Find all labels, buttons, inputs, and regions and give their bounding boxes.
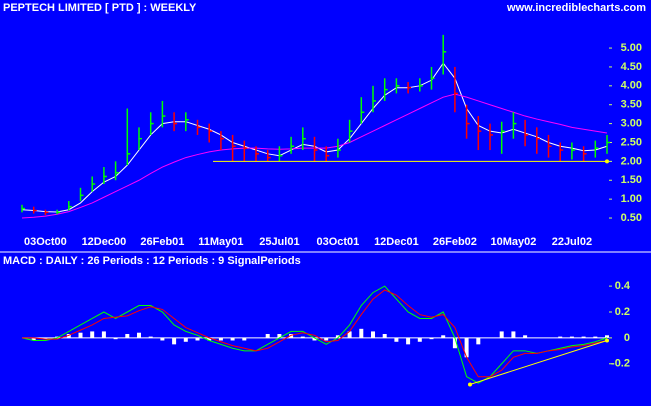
histogram-bar [242, 337, 247, 341]
histogram-bar [289, 334, 294, 338]
y-tick-label: 2.50 [621, 136, 642, 148]
histogram-bar [382, 334, 387, 338]
histogram-bar [66, 334, 71, 338]
y-tick-label: 0 [624, 332, 630, 344]
histogram-bar [394, 337, 399, 342]
histogram-bar [324, 337, 329, 341]
histogram-bar [464, 337, 469, 358]
trendline [469, 339, 608, 385]
histogram-bar [499, 331, 504, 338]
histogram-bar [476, 337, 481, 345]
y-tick-label: 5.00 [621, 42, 642, 54]
x-tick-label: 25Jul01 [259, 236, 299, 248]
x-tick-label: 22Jul02 [552, 236, 592, 248]
histogram-bar [43, 337, 48, 340]
macd-title: MACD : DAILY : 26 Periods : 12 Periods :… [3, 255, 301, 267]
x-tick-label: 26Feb01 [140, 236, 184, 248]
y-tick-label: 0.4 [615, 280, 631, 292]
trendline-end [605, 338, 609, 343]
histogram-bar [195, 337, 200, 341]
x-tick-label: 12Dec00 [82, 236, 127, 248]
histogram-bar [265, 334, 270, 338]
histogram-bar [581, 336, 586, 338]
source: www.incrediblecharts.com [506, 2, 646, 14]
histogram-bar [312, 337, 317, 341]
histogram-bar [172, 337, 177, 345]
histogram-bar [160, 337, 165, 341]
histogram-bar [371, 331, 375, 338]
histogram-bar [125, 334, 130, 338]
histogram-bar [78, 332, 83, 338]
x-tick-label: 12Dec01 [374, 236, 419, 248]
x-tick-label: 26Feb02 [433, 236, 477, 248]
histogram-bar [277, 334, 282, 338]
support-end [605, 159, 609, 164]
trendline-end [468, 382, 472, 387]
line-series [22, 289, 608, 378]
histogram-bar [335, 335, 340, 338]
histogram-bar [441, 335, 446, 338]
histogram-bar [90, 331, 95, 338]
histogram-bar [31, 337, 36, 341]
histogram-bar [101, 331, 106, 338]
histogram-bar [113, 337, 118, 340]
y-tick-label: 4.00 [621, 80, 642, 92]
histogram-bar [511, 331, 516, 338]
x-tick-label: 10May02 [490, 236, 536, 248]
y-tick-label: 1.50 [621, 174, 642, 186]
histogram-bar [569, 336, 574, 338]
histogram-bar [300, 336, 305, 338]
histogram-bar [429, 337, 434, 340]
histogram-bar [230, 337, 235, 341]
histogram-bar [406, 337, 411, 345]
histogram-bar [593, 336, 598, 338]
chart-title: PEPTECH LIMITED [ PTD ] : WEEKLY [3, 2, 197, 14]
histogram-bar [218, 337, 223, 341]
x-tick-label: 11May01 [198, 236, 243, 248]
x-tick-label: 03Oct00 [24, 236, 67, 248]
histogram-bar [183, 337, 188, 342]
y-tick-label: 3.50 [621, 99, 642, 111]
histogram-bar [558, 336, 563, 338]
y-tick-label: 4.50 [621, 61, 642, 73]
y-tick-label: 2.00 [621, 155, 642, 167]
histogram-bar [148, 336, 153, 338]
y-tick-label: 3.00 [621, 118, 642, 130]
histogram-bar [137, 332, 141, 338]
y-tick-label: 0.50 [621, 212, 642, 224]
y-tick-label: 0.2 [615, 306, 630, 318]
histogram-bar [523, 335, 528, 338]
histogram-bar [347, 331, 352, 338]
y-tick-label: 1.00 [621, 193, 642, 205]
histogram-bar [605, 335, 609, 338]
histogram-bar [417, 337, 422, 342]
histogram-bar [207, 337, 212, 341]
y-tick-label: -0.2 [611, 358, 630, 370]
histogram-bar [359, 328, 364, 338]
x-tick-label: 03Oct01 [316, 236, 359, 248]
histogram-bar [452, 337, 457, 349]
histogram-bar [55, 336, 60, 338]
